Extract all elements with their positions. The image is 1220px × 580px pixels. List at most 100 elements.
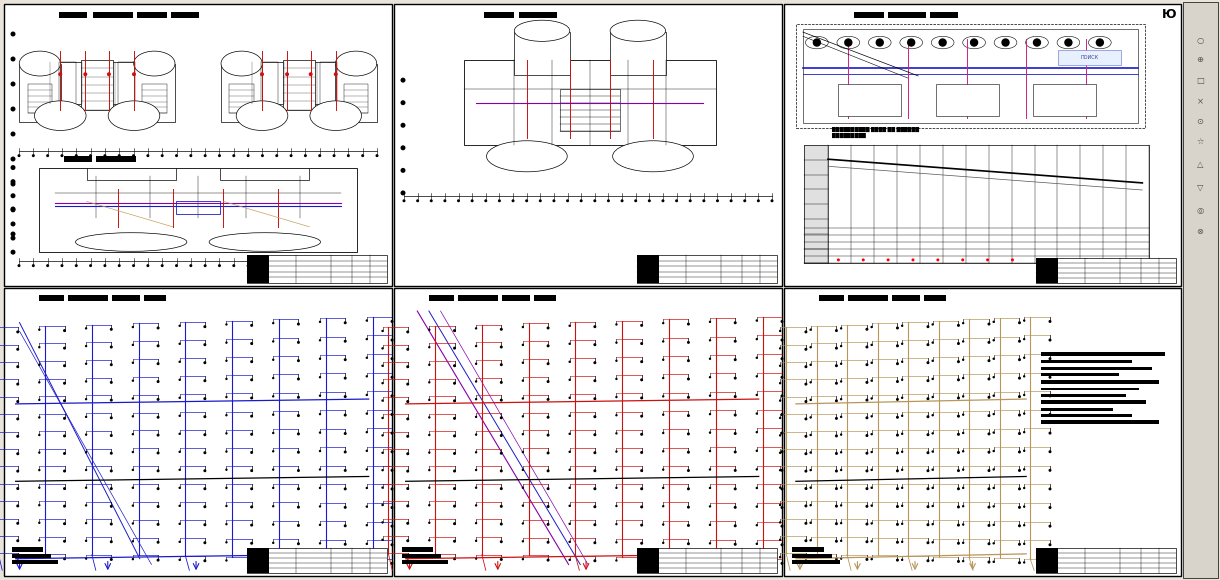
Circle shape bbox=[1048, 543, 1052, 546]
Circle shape bbox=[366, 394, 368, 396]
Circle shape bbox=[38, 346, 40, 349]
Circle shape bbox=[500, 540, 503, 543]
Circle shape bbox=[987, 487, 991, 490]
Circle shape bbox=[865, 505, 869, 508]
Circle shape bbox=[987, 322, 991, 325]
Circle shape bbox=[38, 381, 40, 383]
Circle shape bbox=[1024, 412, 1025, 415]
Circle shape bbox=[687, 414, 691, 417]
Circle shape bbox=[132, 344, 134, 346]
Circle shape bbox=[1048, 506, 1052, 509]
Circle shape bbox=[344, 506, 346, 509]
Bar bbox=[1041, 360, 1132, 363]
Circle shape bbox=[547, 345, 549, 347]
Circle shape bbox=[781, 432, 783, 434]
Circle shape bbox=[204, 264, 206, 267]
Circle shape bbox=[911, 258, 915, 262]
Circle shape bbox=[475, 433, 477, 436]
Circle shape bbox=[615, 450, 617, 453]
Circle shape bbox=[500, 523, 503, 525]
Circle shape bbox=[250, 378, 254, 381]
Circle shape bbox=[662, 414, 665, 416]
Bar bbox=[144, 295, 166, 301]
Circle shape bbox=[132, 72, 135, 76]
Bar bbox=[1036, 548, 1176, 573]
Bar bbox=[1041, 394, 1126, 397]
Circle shape bbox=[260, 72, 264, 76]
Bar bbox=[484, 12, 514, 18]
Circle shape bbox=[382, 417, 384, 419]
Ellipse shape bbox=[109, 101, 160, 130]
Ellipse shape bbox=[310, 101, 361, 130]
Circle shape bbox=[956, 415, 960, 418]
Circle shape bbox=[406, 470, 409, 473]
Circle shape bbox=[547, 523, 549, 526]
Circle shape bbox=[118, 264, 121, 267]
Circle shape bbox=[993, 339, 994, 342]
Circle shape bbox=[1024, 338, 1025, 340]
Circle shape bbox=[344, 340, 346, 343]
Circle shape bbox=[865, 469, 869, 473]
Circle shape bbox=[809, 469, 811, 472]
Circle shape bbox=[755, 468, 758, 470]
Bar bbox=[534, 295, 556, 301]
Circle shape bbox=[63, 487, 66, 490]
Circle shape bbox=[250, 433, 254, 436]
Circle shape bbox=[406, 522, 409, 525]
Circle shape bbox=[640, 469, 643, 472]
Circle shape bbox=[1017, 469, 1021, 472]
Circle shape bbox=[895, 505, 899, 508]
Circle shape bbox=[261, 154, 264, 157]
Circle shape bbox=[453, 399, 456, 403]
Circle shape bbox=[895, 345, 899, 347]
Circle shape bbox=[17, 154, 21, 157]
Circle shape bbox=[593, 397, 597, 400]
Circle shape bbox=[733, 395, 737, 398]
Circle shape bbox=[778, 539, 781, 541]
Circle shape bbox=[522, 505, 525, 507]
Bar bbox=[39, 295, 63, 301]
Circle shape bbox=[376, 154, 378, 157]
Circle shape bbox=[593, 559, 597, 562]
Circle shape bbox=[366, 468, 368, 470]
Text: Ю: Ю bbox=[1161, 8, 1176, 20]
Circle shape bbox=[1017, 432, 1021, 435]
Bar bbox=[637, 548, 777, 573]
Circle shape bbox=[318, 487, 321, 489]
Bar bbox=[1041, 400, 1146, 404]
Circle shape bbox=[132, 451, 134, 453]
Circle shape bbox=[895, 469, 899, 472]
Circle shape bbox=[1017, 451, 1021, 454]
Circle shape bbox=[333, 154, 336, 157]
Circle shape bbox=[1024, 394, 1025, 396]
Circle shape bbox=[703, 200, 705, 202]
Circle shape bbox=[956, 433, 960, 436]
Circle shape bbox=[709, 357, 711, 360]
Circle shape bbox=[428, 381, 431, 383]
Circle shape bbox=[318, 154, 321, 157]
Circle shape bbox=[132, 397, 134, 400]
Circle shape bbox=[709, 413, 711, 415]
Circle shape bbox=[839, 416, 842, 418]
Bar bbox=[394, 4, 782, 286]
Circle shape bbox=[839, 557, 842, 560]
Circle shape bbox=[834, 417, 838, 420]
Bar bbox=[1041, 374, 1119, 376]
Circle shape bbox=[366, 524, 368, 527]
Circle shape bbox=[406, 331, 409, 333]
Circle shape bbox=[804, 522, 808, 525]
Bar bbox=[112, 295, 140, 301]
Circle shape bbox=[272, 523, 274, 525]
Circle shape bbox=[346, 154, 350, 157]
Circle shape bbox=[834, 522, 838, 525]
Bar bbox=[12, 560, 59, 564]
Circle shape bbox=[870, 415, 872, 418]
Circle shape bbox=[382, 504, 384, 506]
Bar bbox=[39, 168, 357, 252]
Circle shape bbox=[443, 200, 447, 202]
Circle shape bbox=[569, 469, 571, 471]
Bar bbox=[394, 288, 782, 576]
Circle shape bbox=[406, 487, 409, 490]
Circle shape bbox=[85, 380, 88, 383]
Circle shape bbox=[865, 346, 869, 349]
